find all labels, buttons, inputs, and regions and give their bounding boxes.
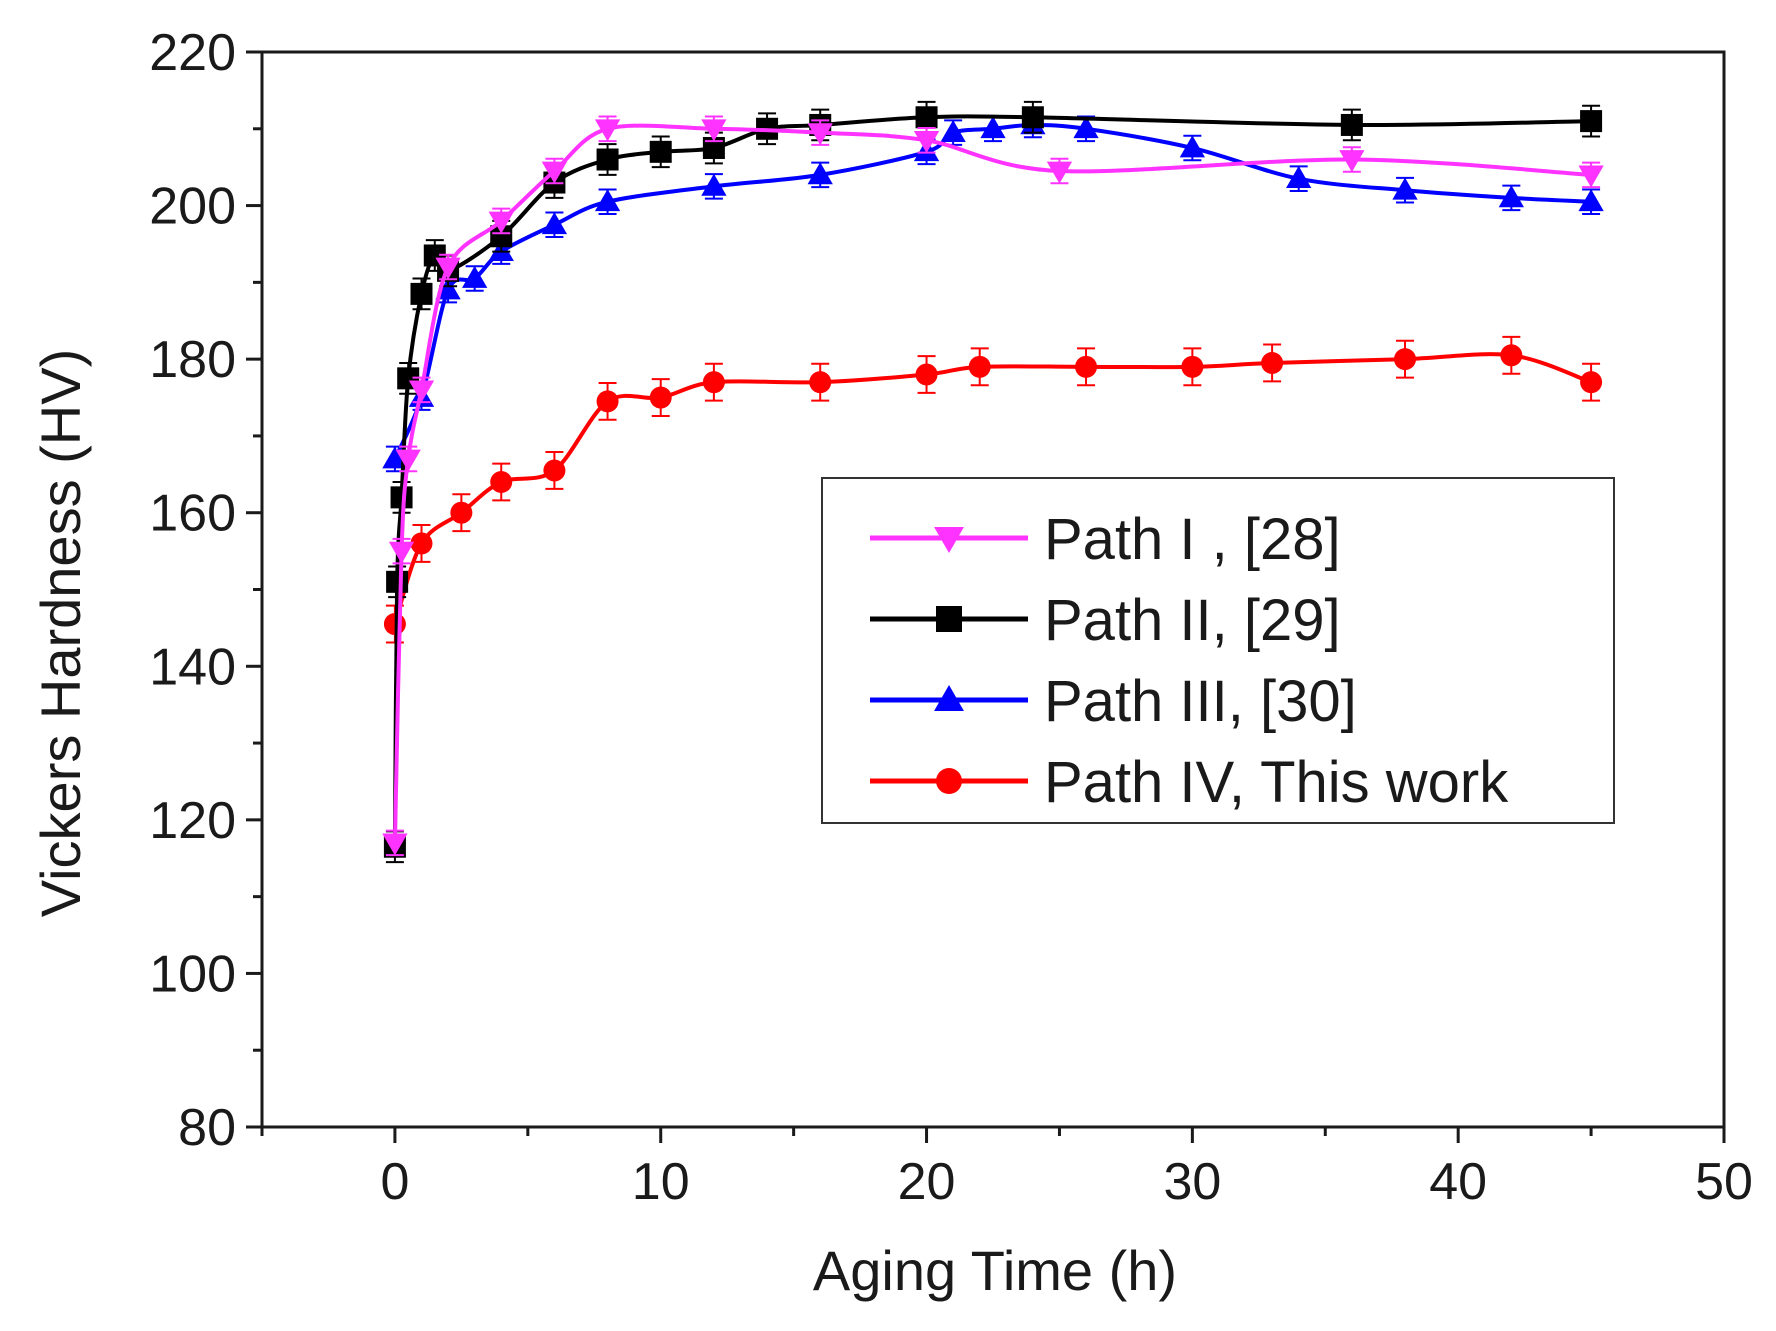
data-point <box>915 106 938 129</box>
data-point <box>390 486 413 509</box>
legend-marker <box>936 768 962 794</box>
x-tick-label: 20 <box>898 1153 956 1211</box>
data-point <box>435 277 461 300</box>
y-axis-title: Vickers Hardness (HV) <box>29 349 92 917</box>
data-point <box>596 148 619 171</box>
legend-marker <box>936 606 962 632</box>
data-point <box>1392 177 1418 200</box>
data-point <box>1580 371 1603 394</box>
y-tick-label: 220 <box>149 24 236 82</box>
y-tick-label: 200 <box>149 178 236 236</box>
data-point <box>543 459 566 482</box>
legend-marker <box>934 526 964 553</box>
series-layer <box>382 100 1604 864</box>
data-point <box>701 173 727 196</box>
data-point <box>809 371 832 394</box>
y-tick-label: 140 <box>149 638 236 696</box>
data-point <box>1498 185 1524 208</box>
data-point <box>1179 135 1206 158</box>
data-point <box>1580 110 1603 133</box>
data-point <box>649 140 672 163</box>
data-point <box>649 386 672 409</box>
data-point <box>435 257 461 280</box>
legend-entry: Path II, [29] <box>870 588 1341 653</box>
legend-label: Path I , [28] <box>1044 507 1341 572</box>
data-point <box>940 119 966 142</box>
y-tick-label: 120 <box>149 792 236 850</box>
data-point <box>807 162 833 185</box>
data-point <box>450 501 473 524</box>
data-point <box>1500 344 1523 367</box>
data-point <box>1578 165 1604 188</box>
data-point <box>913 130 940 153</box>
data-point <box>915 363 938 386</box>
data-point <box>541 161 568 184</box>
legend-label: Path II, [29] <box>1044 588 1341 653</box>
y-tick-label: 180 <box>149 331 236 389</box>
data-point <box>490 225 513 248</box>
data-point <box>807 123 833 146</box>
x-tick-label: 50 <box>1695 1153 1753 1211</box>
data-point <box>410 282 433 305</box>
x-axis: 0 10 20 30 40 50 <box>260 1127 1753 1211</box>
data-point <box>541 212 568 235</box>
data-point <box>702 136 725 159</box>
legend-label: Path III, [30] <box>1044 669 1357 734</box>
y-tick-label: 80 <box>178 1099 236 1157</box>
data-point <box>462 265 488 288</box>
data-point <box>594 189 621 212</box>
legend-entry: Path III, [30] <box>870 669 1357 734</box>
y-tick-label: 160 <box>149 485 236 543</box>
data-point <box>701 119 727 142</box>
data-point <box>596 390 619 413</box>
data-point <box>1339 150 1365 173</box>
data-point <box>1578 189 1604 212</box>
data-point <box>1181 355 1204 378</box>
data-point <box>1021 106 1044 129</box>
data-point <box>1286 166 1312 189</box>
data-point <box>388 541 415 564</box>
data-point <box>490 471 513 493</box>
data-point <box>1340 113 1363 136</box>
data-point <box>1046 161 1073 184</box>
data-point <box>1394 348 1417 371</box>
legend: Path I , [28] Path II, [29] Path III, [30]… <box>821 477 1615 824</box>
x-tick-label: 30 <box>1163 1153 1221 1211</box>
legend-entry: Path I , [28] <box>870 507 1341 572</box>
data-point <box>1073 116 1099 139</box>
data-point <box>395 449 421 472</box>
data-point <box>386 570 409 593</box>
x-tick-label: 0 <box>380 1153 409 1211</box>
data-point <box>488 211 514 234</box>
x-tick-label: 40 <box>1429 1153 1487 1211</box>
y-tick-label: 100 <box>149 945 236 1003</box>
legend-label: Path IV, This work <box>1044 750 1509 815</box>
data-point <box>1075 355 1098 378</box>
data-point <box>382 833 408 856</box>
data-point <box>410 532 433 555</box>
data-point <box>980 116 1006 139</box>
series-path-iv <box>383 335 1603 644</box>
series-path-iii <box>382 111 1604 473</box>
data-point <box>968 355 991 378</box>
legend-entry: Path IV, This work <box>870 750 1509 815</box>
data-point <box>1261 351 1284 374</box>
legend-marker <box>934 685 964 712</box>
data-point <box>594 119 621 142</box>
series-path-i <box>382 115 1604 857</box>
series-line <box>393 122 1592 460</box>
data-point <box>408 380 435 403</box>
x-tick-label: 10 <box>632 1153 690 1211</box>
y-axis: 80 100 120 140 160 180 200 220 <box>149 24 262 1157</box>
x-axis-title: Aging Time (h) <box>813 1239 1177 1302</box>
data-point <box>702 371 725 394</box>
